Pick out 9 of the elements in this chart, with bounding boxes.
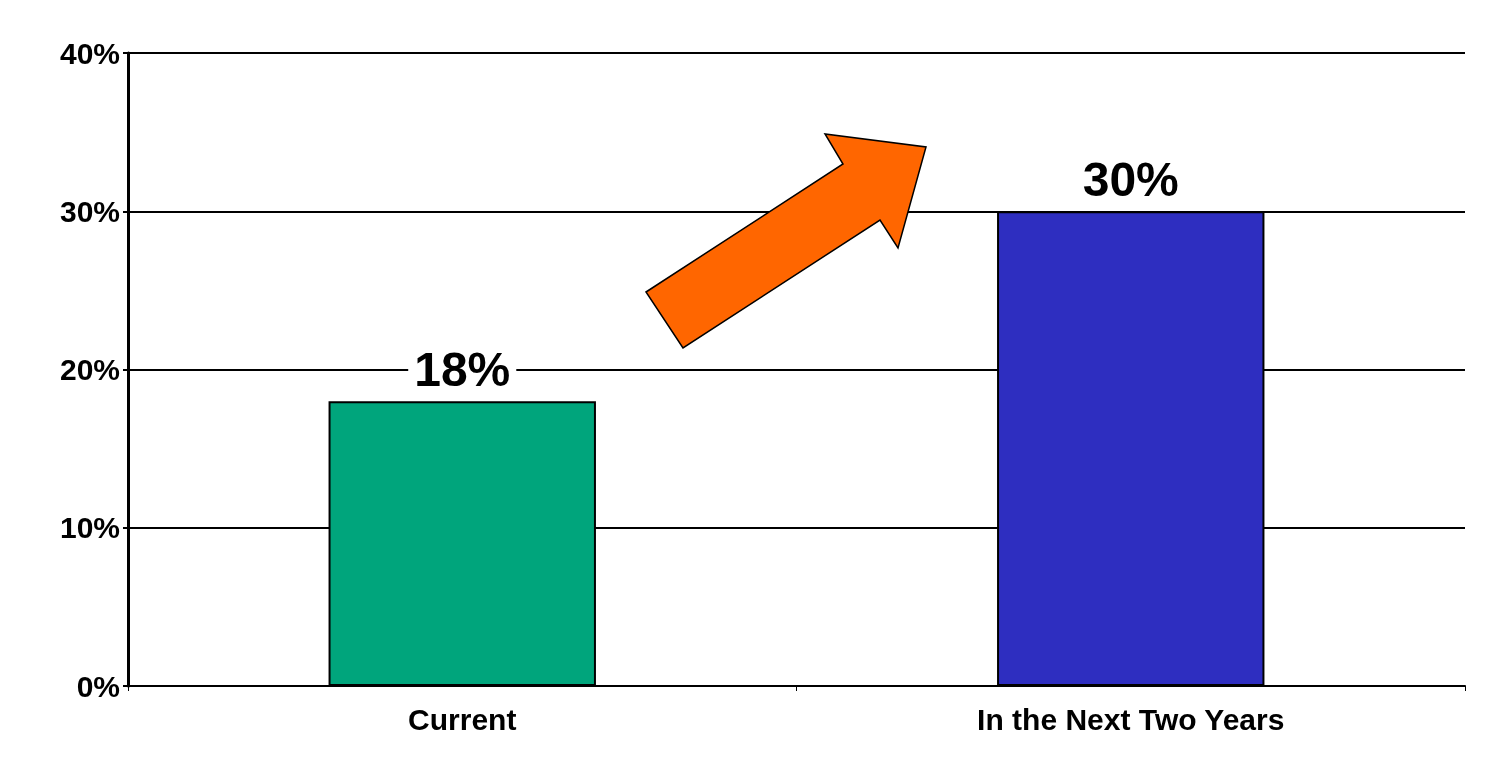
x-tick-label: Current: [408, 702, 517, 736]
data-label: 30%: [1082, 152, 1179, 206]
y-tick-label: 10%: [59, 511, 120, 545]
y-tick-label: 30%: [59, 194, 120, 228]
y-tick-label: 0%: [76, 669, 120, 703]
x-tick-label: In the Next Two Years: [977, 702, 1285, 736]
y-tick-label: 20%: [59, 353, 120, 386]
y-tick-label: 40%: [59, 36, 120, 70]
data-label: 18%: [414, 342, 511, 396]
